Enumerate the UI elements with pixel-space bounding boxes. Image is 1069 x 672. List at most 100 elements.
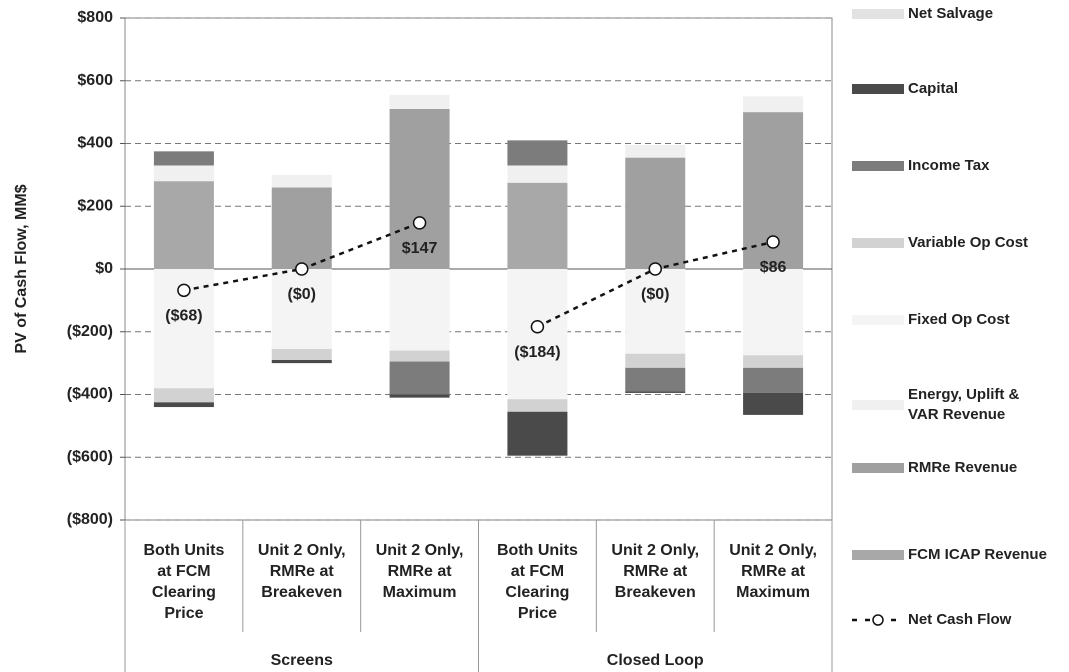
legend-label: Variable Op Cost bbox=[908, 234, 1029, 251]
bar-segment bbox=[507, 411, 568, 456]
x-tick-label: Unit 2 Only, bbox=[729, 542, 817, 559]
bar-segment bbox=[507, 182, 568, 269]
net-cash-flow-point bbox=[295, 262, 309, 276]
y-tick-label: $600 bbox=[77, 72, 113, 89]
legend-item: Capital bbox=[852, 79, 1053, 99]
bar-segment bbox=[507, 140, 568, 166]
data-label: ($0) bbox=[288, 286, 316, 303]
x-tick-label: Both Units bbox=[143, 542, 224, 559]
legend-swatch bbox=[852, 238, 904, 248]
legend-item: RMRe Revenue bbox=[852, 458, 1053, 478]
net-cash-flow-point bbox=[648, 262, 662, 276]
legend-label: Energy, Uplift & VAR Revenue bbox=[908, 386, 1020, 423]
bar-segment bbox=[389, 394, 450, 398]
x-tick-label: RMRe at bbox=[741, 563, 806, 580]
net-cash-flow-point bbox=[530, 319, 545, 334]
x-tick-label: Breakeven bbox=[261, 584, 342, 601]
x-tick-label: RMRe at bbox=[623, 563, 688, 580]
bar-segment bbox=[389, 108, 450, 269]
bar-segment bbox=[153, 165, 214, 182]
bar-segment bbox=[507, 165, 568, 183]
bar-segment bbox=[153, 151, 214, 166]
y-tick-label: ($600) bbox=[67, 448, 113, 465]
bar-segment bbox=[625, 367, 686, 392]
bar-segment bbox=[625, 269, 686, 354]
bar-segment bbox=[389, 350, 450, 362]
legend-item: Net Salvage bbox=[852, 4, 1053, 24]
data-label: ($184) bbox=[514, 344, 560, 361]
bar-segment bbox=[743, 392, 804, 415]
y-tick-label: ($200) bbox=[67, 323, 113, 340]
bar-segment bbox=[389, 361, 450, 395]
x-tick-label: RMRe at bbox=[270, 563, 335, 580]
legend-swatch bbox=[852, 161, 904, 171]
y-tick-label: ($800) bbox=[67, 511, 113, 528]
legend-item: Income Tax bbox=[852, 156, 1053, 176]
y-tick-label: ($400) bbox=[67, 386, 113, 403]
legend-swatch bbox=[852, 400, 904, 410]
x-tick-label: RMRe at bbox=[388, 563, 453, 580]
bar-segment bbox=[153, 402, 214, 408]
x-tick-label: Unit 2 Only, bbox=[611, 542, 699, 559]
bar-segment bbox=[271, 349, 332, 360]
bar-segment bbox=[743, 355, 804, 368]
bar-segment bbox=[271, 269, 332, 350]
legend-label: Net Cash Flow bbox=[908, 611, 1012, 628]
legend-label: FCM ICAP Revenue bbox=[908, 546, 1047, 563]
y-tick-label: $800 bbox=[77, 9, 113, 26]
legend-swatch bbox=[852, 84, 904, 94]
x-tick-label: Unit 2 Only, bbox=[258, 542, 346, 559]
x-tick-label: Breakeven bbox=[615, 584, 696, 601]
x-tick-label: Maximum bbox=[736, 584, 810, 601]
bar-segment bbox=[625, 145, 686, 158]
legend-item: Fixed Op Cost bbox=[852, 310, 1053, 330]
data-label: $147 bbox=[402, 240, 438, 257]
bar-segment bbox=[625, 391, 686, 393]
y-tick-label: $200 bbox=[77, 197, 113, 214]
bar-segment bbox=[625, 353, 686, 368]
bar-segment bbox=[153, 388, 214, 403]
group-label: Screens bbox=[271, 652, 333, 669]
net-cash-flow-point bbox=[412, 216, 427, 230]
legend-item: Net Cash Flow bbox=[852, 610, 1053, 630]
bar-segment bbox=[271, 359, 332, 364]
x-tick-label: Price bbox=[164, 605, 203, 622]
x-tick-label: Both Units bbox=[497, 542, 578, 559]
x-tick-label: Maximum bbox=[383, 584, 457, 601]
bar-segment bbox=[507, 399, 568, 412]
bar-segment bbox=[743, 96, 804, 113]
data-label: ($68) bbox=[165, 308, 202, 325]
legend-label: Capital bbox=[908, 80, 959, 97]
legend-swatch bbox=[852, 315, 904, 325]
net-cash-flow-point bbox=[766, 235, 780, 249]
legend-label: Net Salvage bbox=[908, 5, 994, 22]
y-tick-label: $0 bbox=[95, 260, 113, 277]
legend-label: Income Tax bbox=[908, 157, 990, 174]
x-tick-label: Price bbox=[518, 605, 557, 622]
y-axis-title: PV of Cash Flow, MM$ bbox=[13, 184, 30, 353]
x-tick-label: at FCM bbox=[511, 563, 564, 580]
bar-segment bbox=[507, 269, 568, 400]
legend-item: Variable Op Cost bbox=[852, 233, 1053, 253]
legend-label: RMRe Revenue bbox=[908, 459, 1018, 476]
group-label: Closed Loop bbox=[607, 652, 704, 669]
net-cash-flow-point bbox=[177, 283, 191, 298]
legend-marker bbox=[872, 614, 884, 626]
legend-swatch bbox=[852, 550, 904, 560]
x-tick-label: Unit 2 Only, bbox=[376, 542, 464, 559]
legend-item: Energy, Uplift & VAR Revenue bbox=[852, 385, 1053, 425]
bar-segment bbox=[743, 269, 804, 356]
data-label: ($0) bbox=[641, 286, 669, 303]
bar-segment bbox=[743, 367, 804, 393]
bar-segment bbox=[625, 157, 686, 269]
y-tick-label: $400 bbox=[77, 135, 113, 152]
net-cash-flow-line bbox=[183, 221, 421, 292]
bar-segment bbox=[389, 269, 450, 351]
bar-segment bbox=[271, 187, 332, 269]
bar-segment bbox=[271, 174, 332, 188]
legend-item: FCM ICAP Revenue bbox=[852, 545, 1053, 565]
x-tick-label: at FCM bbox=[157, 563, 210, 580]
legend-swatch bbox=[852, 463, 904, 473]
x-tick-label: Clearing bbox=[505, 584, 569, 601]
